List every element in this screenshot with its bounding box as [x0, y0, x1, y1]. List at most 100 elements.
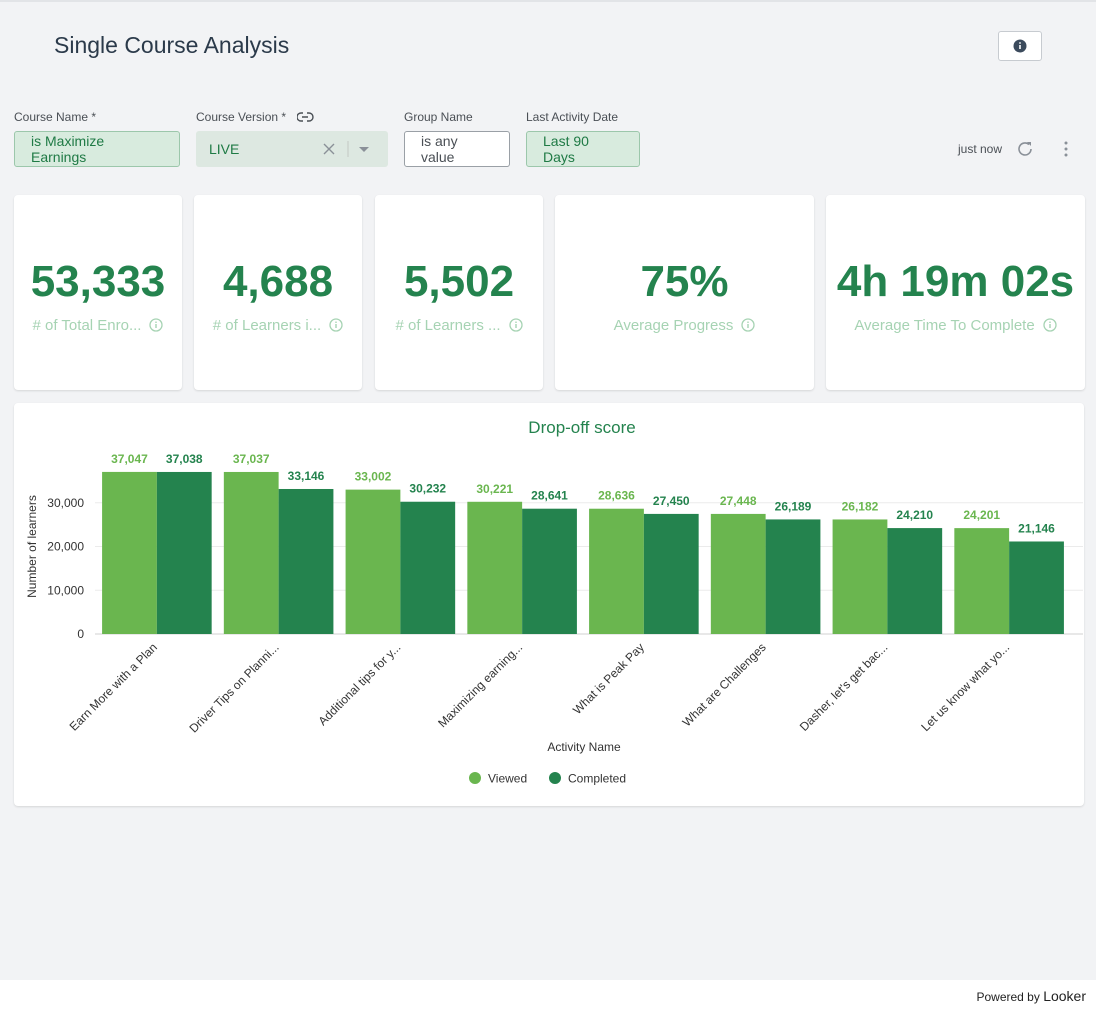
- info-icon: [1043, 318, 1057, 332]
- x-tick-label: What is Peak Pay: [570, 640, 647, 717]
- data-label: 21,146: [1018, 521, 1055, 535]
- legend-swatch: [469, 772, 481, 784]
- bar: [102, 471, 157, 634]
- y-axis-title: Number of learners: [25, 495, 39, 598]
- x-tick-label: What are Challenges: [680, 640, 769, 729]
- data-label: 30,221: [476, 482, 513, 496]
- bar: [223, 471, 279, 634]
- data-label: 24,201: [963, 508, 1000, 522]
- kpi-value: 75%: [640, 257, 729, 306]
- bar: [710, 513, 766, 634]
- x-tick-label: Let us know what yo...: [918, 640, 1012, 734]
- filter-value: LIVE: [209, 141, 240, 157]
- data-label: 27,448: [720, 494, 757, 508]
- bar: [765, 519, 821, 634]
- refresh-status: just now: [958, 142, 1003, 156]
- kpi-label: Average Time To Complete: [826, 317, 1085, 334]
- filter-label-text: Course Version *: [196, 110, 287, 124]
- kpi-label-text: # of Learners ...: [395, 317, 501, 334]
- data-label: 28,636: [598, 489, 635, 503]
- kpi-value: 5,502: [403, 257, 515, 306]
- kpi-label: Average Progress: [555, 317, 814, 334]
- kpi-label-text: Average Progress: [613, 317, 734, 334]
- y-tick-label: 0: [77, 627, 84, 641]
- data-label: 37,038: [166, 452, 203, 466]
- filter-chip[interactable]: is Maximize Earnings: [14, 131, 180, 167]
- bar: [400, 501, 456, 634]
- kpi-tile[interactable]: 75% Average Progress: [555, 195, 814, 390]
- top-border: [0, 0, 1096, 2]
- x-axis-title: Activity Name: [547, 740, 621, 754]
- data-label: 37,037: [233, 452, 270, 466]
- data-label: 26,182: [842, 499, 879, 513]
- kpi-label: # of Learners ...: [375, 317, 543, 334]
- x-tick-label: Additional tips for y...: [315, 640, 403, 728]
- bar: [1009, 541, 1064, 634]
- filter-label: Course Name *: [14, 110, 97, 124]
- info-button[interactable]: [998, 31, 1042, 61]
- kpi-tile[interactable]: 4,688 # of Learners i...: [194, 195, 362, 390]
- chip-controls: [323, 141, 369, 157]
- data-label: 24,210: [896, 508, 933, 522]
- kpi-label-text: # of Total Enro...: [32, 317, 142, 334]
- data-label: 37,047: [111, 452, 148, 466]
- kpi-value: 4h 19m 02s: [836, 257, 1075, 306]
- data-label: 26,189: [775, 499, 812, 513]
- filter-label: Course Version *: [196, 110, 315, 124]
- filter-label: Last Activity Date: [526, 110, 619, 124]
- data-label: 30,232: [409, 482, 446, 496]
- data-label: 27,450: [653, 494, 690, 508]
- bar: [887, 528, 943, 634]
- legend-label: Completed: [568, 772, 626, 786]
- chart-title: Drop-off score: [528, 418, 635, 437]
- filter-chip[interactable]: LIVE: [196, 131, 388, 167]
- kpi-tile[interactable]: 5,502 # of Learners ...: [375, 195, 543, 390]
- bar: [467, 501, 523, 634]
- footer: Powered by Looker: [0, 980, 1096, 1009]
- kpi-label-text: Average Time To Complete: [854, 317, 1035, 334]
- x-tick-label: Earn More with a Plan: [67, 640, 160, 733]
- bar: [345, 489, 401, 634]
- brand: Looker: [1043, 988, 1086, 1004]
- info-icon: [149, 318, 164, 332]
- chart: Drop-off score 0 10,000 20,000 30,000 Number …: [25, 418, 1083, 786]
- bar: [156, 471, 212, 634]
- kpi-tile[interactable]: 53,333 # of Total Enro...: [14, 195, 182, 390]
- bar: [832, 519, 888, 634]
- bar: [522, 508, 577, 634]
- y-tick-label: 20,000: [47, 540, 84, 554]
- chart-card: Drop-off score 0 10,000 20,000 30,000 Number …: [14, 403, 1084, 806]
- x-tick-label: Driver Tips on Planni...: [186, 640, 281, 735]
- filter-label: Group Name: [404, 110, 473, 124]
- data-label: 28,641: [531, 489, 568, 503]
- data-label: 33,002: [355, 470, 392, 484]
- page-title: Single Course Analysis: [54, 32, 290, 58]
- x-tick-label: Maximizing earning...: [435, 640, 525, 730]
- toolbar-icons[interactable]: [1016, 139, 1076, 159]
- kpi-value: 4,688: [222, 257, 334, 306]
- info-icon: [1013, 39, 1027, 53]
- bar: [589, 508, 644, 634]
- x-tick-label: Dasher, let's get bac...: [797, 640, 891, 734]
- footer-text: Powered by Looker: [976, 988, 1086, 1004]
- y-tick-label: 10,000: [47, 583, 84, 597]
- kpi-label: # of Learners i...: [194, 317, 362, 334]
- bar: [643, 513, 699, 634]
- bar: [278, 488, 334, 634]
- legend-swatch: [549, 772, 561, 784]
- kpi-value: 53,333: [30, 257, 166, 306]
- kpi-label-text: # of Learners i...: [212, 317, 322, 334]
- legend-label: Viewed: [488, 772, 527, 786]
- filter-chip[interactable]: Last 90 Days: [526, 131, 640, 167]
- y-tick-label: 30,000: [47, 496, 84, 510]
- powered-by: Powered by: [976, 990, 1040, 1004]
- info-icon: [508, 318, 523, 332]
- link-icon: [296, 112, 315, 122]
- kpi-tile[interactable]: 4h 19m 02s Average Time To Complete: [826, 195, 1085, 390]
- kpi-label: # of Total Enro...: [14, 317, 182, 334]
- filter-chip[interactable]: is any value: [404, 131, 510, 167]
- info-icon: [741, 318, 756, 332]
- bar: [954, 528, 1010, 634]
- info-icon: [329, 318, 343, 332]
